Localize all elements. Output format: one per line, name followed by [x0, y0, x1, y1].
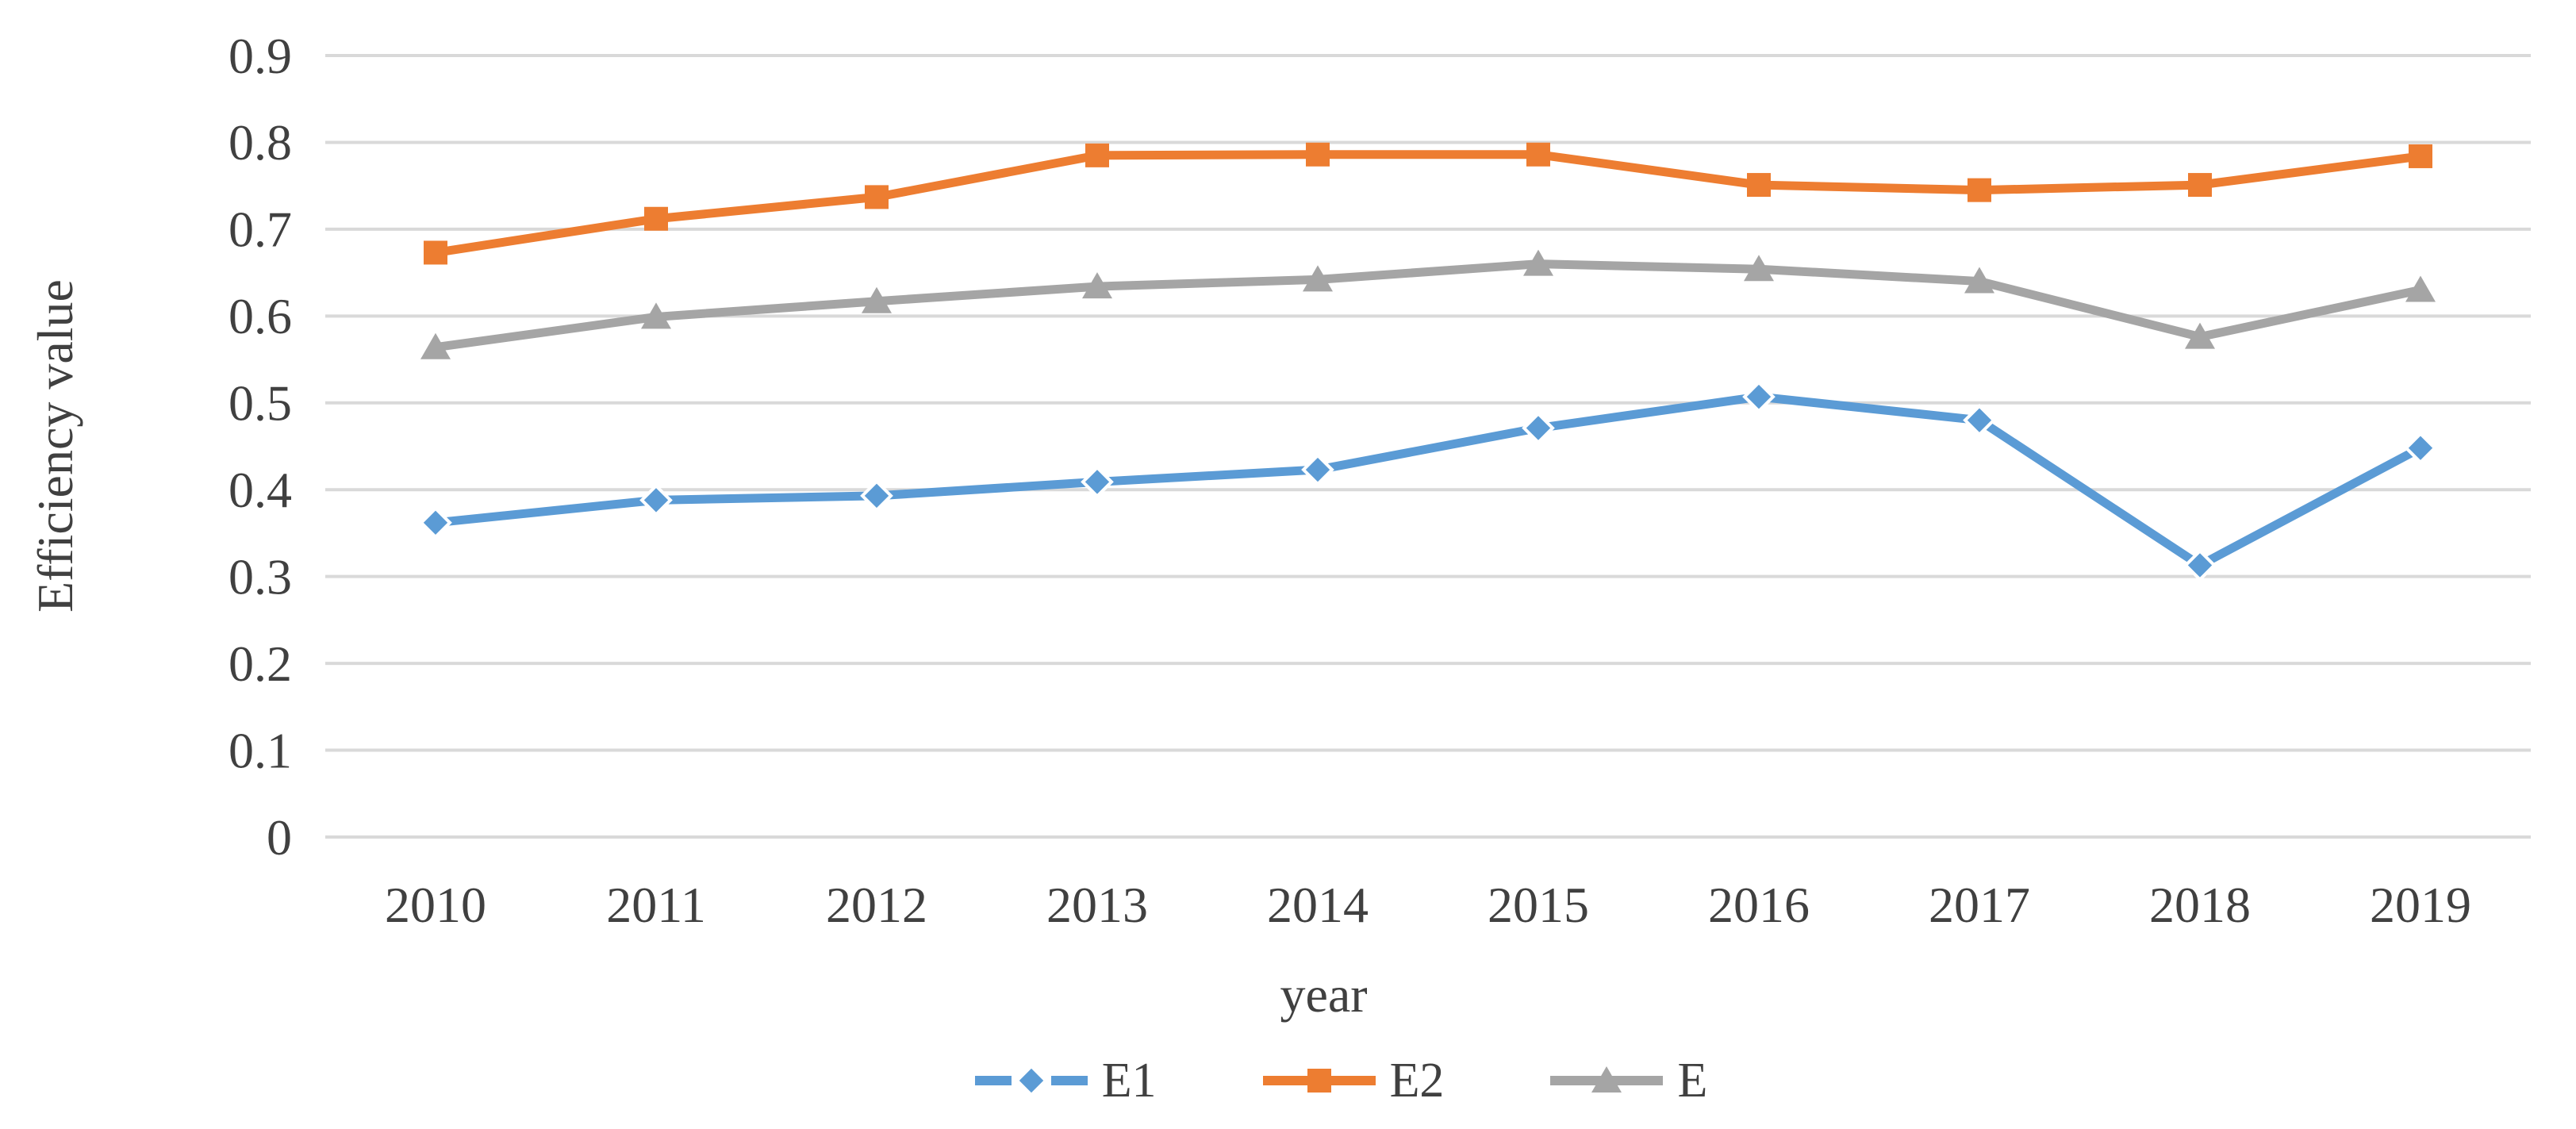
- x-tick-label: 2015: [1488, 877, 1589, 933]
- x-tick-label: 2011: [606, 877, 706, 933]
- x-tick-label: 2014: [1267, 877, 1369, 933]
- x-tick-label: 2010: [385, 877, 486, 933]
- y-tick-label: 0.6: [228, 288, 292, 344]
- x-tick-label: 2016: [1708, 877, 1810, 933]
- data-point-marker-diamond: [1522, 411, 1555, 445]
- legend-label: E2: [1389, 1053, 1445, 1108]
- data-point-marker-diamond: [639, 483, 673, 517]
- data-point-marker-triangle: [2185, 322, 2215, 349]
- x-axis-title: year: [1280, 966, 1368, 1023]
- series-line-E: [431, 259, 2425, 352]
- x-tick-label: 2013: [1046, 877, 1148, 933]
- y-tick-label: 0.7: [228, 202, 292, 258]
- data-point-marker-square: [424, 240, 447, 265]
- data-point-marker-square: [1307, 1069, 1331, 1093]
- legend-item-E: E: [1547, 1049, 1707, 1112]
- data-point-marker-diamond: [1963, 403, 1996, 437]
- data-point-marker-triangle: [420, 332, 451, 359]
- data-point-marker-square: [644, 206, 668, 231]
- y-tick-label: 0.8: [228, 114, 292, 171]
- legend-item-E1: E1: [972, 1049, 1157, 1112]
- legend-label: E: [1677, 1053, 1708, 1108]
- y-tick-label: 0.1: [228, 722, 292, 778]
- data-point-marker-square: [865, 185, 889, 209]
- data-point-marker-diamond: [860, 479, 893, 513]
- data-point-marker-triangle: [1523, 249, 1553, 276]
- data-point-marker-diamond: [2183, 548, 2217, 582]
- x-tick-label: 2017: [1929, 877, 2030, 933]
- y-tick-label: 0.4: [228, 462, 292, 518]
- data-point-marker-diamond: [2404, 431, 2437, 465]
- data-point-marker-diamond: [419, 505, 452, 540]
- legend-item-E2: E2: [1260, 1049, 1445, 1112]
- y-tick-label: 0.2: [228, 636, 292, 692]
- y-axis-title: Efficiency value: [27, 279, 83, 613]
- series-line-E2: [431, 150, 2425, 257]
- legend-swatch-diamond-icon: [974, 1064, 1088, 1097]
- x-tick-label: 2012: [826, 877, 927, 933]
- data-point-marker-triangle: [862, 286, 892, 313]
- x-tick-label: 2018: [2149, 877, 2251, 933]
- data-point-marker-square: [1747, 173, 1771, 198]
- y-tick-label: 0.3: [228, 548, 292, 605]
- data-point-marker-triangle: [641, 302, 671, 329]
- data-point-marker-triangle: [1744, 255, 1774, 282]
- y-tick-label: 0.5: [228, 375, 292, 432]
- legend: E1 E2 E: [103, 1041, 2576, 1120]
- data-point-marker-diamond: [1301, 453, 1334, 486]
- y-tick-label: 0: [267, 809, 292, 866]
- data-point-marker-triangle: [1303, 265, 1333, 292]
- data-point-marker-triangle: [1964, 267, 1994, 294]
- data-point-marker-square: [1306, 142, 1330, 167]
- x-tick-label: 2019: [2370, 877, 2471, 933]
- data-point-marker-diamond: [1742, 380, 1776, 413]
- data-point-marker-triangle: [2405, 275, 2436, 302]
- data-point-marker-square: [2188, 173, 2212, 198]
- y-tick-label: 0.9: [228, 28, 292, 84]
- data-point-marker-square: [1085, 143, 1109, 167]
- data-point-marker-triangle: [1591, 1066, 1622, 1093]
- legend-swatch-triangle-icon: [1550, 1066, 1664, 1093]
- data-point-marker-triangle: [1082, 272, 1112, 299]
- series-line-E1: [431, 392, 2425, 570]
- data-point-marker-square: [2409, 144, 2432, 168]
- data-point-marker-diamond: [1081, 465, 1114, 499]
- data-point-marker-diamond: [1014, 1064, 1048, 1097]
- data-point-marker-square: [1968, 178, 1991, 202]
- legend-swatch-square-icon: [1262, 1069, 1376, 1093]
- data-point-marker-square: [1526, 142, 1550, 167]
- legend-label: E1: [1101, 1053, 1157, 1108]
